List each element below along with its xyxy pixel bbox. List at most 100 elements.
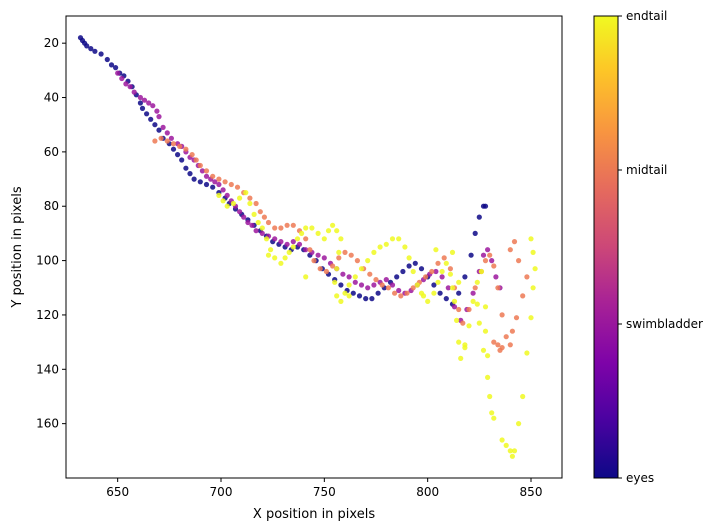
point-midtail-58 [487,252,493,258]
point-endtail-32 [342,290,348,296]
y-axis-ticks: 20 40 60 80 100 120 140 160 [36,36,66,431]
point-endtail-4 [237,195,243,201]
point-midtail-72 [516,258,522,264]
point-endtail-36 [365,258,371,264]
point-swimbladder-1 [119,75,125,82]
point-eyes-20 [156,127,162,133]
point-swimbladder-50 [358,282,365,288]
point-eyes-67 [431,282,437,288]
point-endtail-19 [303,225,309,231]
point-midtail-33 [342,249,348,255]
point-endtail-10 [263,236,270,242]
point-endtail-84 [476,320,482,326]
point-midtail-17 [253,200,259,207]
point-midtail-19 [261,214,267,220]
point-swimbladder-24 [216,181,222,188]
point-midtail-53 [460,320,466,326]
point-endtail-69 [491,415,497,421]
point-midtail-22 [278,225,284,231]
point-swimbladder-72 [489,258,495,264]
point-midtail-46 [423,274,429,280]
y-tick-label-0: 20 [44,36,59,50]
point-swimbladder-41 [303,247,309,253]
point-swimbladder-26 [224,192,230,198]
point-swimbladder-29 [237,209,243,215]
point-swimbladder-30 [241,214,247,220]
point-eyes-6 [98,51,104,57]
point-swimbladder-43 [315,252,321,258]
point-endtail-66 [485,374,491,380]
point-endtail-30 [334,293,340,299]
point-midtail-39 [379,282,385,288]
point-swimbladder-11 [160,124,166,130]
point-midtail-8 [197,162,203,169]
point-eyes-19 [152,122,158,128]
point-endtail-83 [480,347,487,353]
point-endtail-50 [439,268,445,275]
point-swimbladder-44 [321,255,327,261]
point-endtail-68 [489,410,495,416]
point-endtail-16 [290,244,296,250]
point-swimbladder-63 [439,274,445,280]
point-swimbladder-56 [396,287,402,294]
point-eyes-63 [406,263,412,269]
point-midtail-26 [303,236,309,242]
point-swimbladder-64 [445,285,451,291]
point-midtail-40 [385,285,391,291]
point-endtail-81 [530,249,536,255]
point-endtail-24 [330,222,336,228]
point-swimbladder-37 [278,239,284,245]
point-midtail-47 [429,268,435,275]
point-endtail-39 [383,241,389,247]
point-midtail-34 [348,252,354,258]
point-eyes-62 [400,268,406,275]
point-endtail-56 [456,339,462,345]
point-swimbladder-51 [365,285,371,291]
point-swimbladder-71 [485,247,491,253]
x-axis-ticks: 650 700 750 800 850 [106,478,542,499]
point-endtail-57 [458,355,464,361]
point-eyes-75 [476,214,482,220]
point-endtail-20 [309,225,315,231]
point-endtail-49 [435,279,441,285]
point-swimbladder-21 [203,173,210,179]
point-midtail-4 [177,143,183,149]
point-endtail-62 [478,268,484,275]
point-endtail-42 [402,244,408,250]
point-endtail-67 [487,393,493,400]
point-midtail-2 [164,138,170,144]
point-midtail-63 [507,342,513,348]
point-midtail-70 [520,293,526,299]
point-eyes-72 [462,274,468,280]
point-eyes-68 [437,290,443,296]
point-endtail-29 [332,279,338,285]
point-endtail-17 [294,236,301,242]
point-midtail-14 [234,184,241,190]
point-swimbladder-70 [480,252,487,258]
point-endtail-31 [338,298,344,304]
point-eyes-5 [92,48,98,54]
point-eyes-28 [191,176,197,182]
y-tick-label-1: 40 [44,91,59,105]
x-tick-label-4: 850 [520,485,543,499]
point-endtail-25 [334,228,340,234]
x-tick-label-1: 700 [210,485,233,499]
y-tick-label-2: 60 [44,145,59,159]
point-midtail-52 [456,306,462,313]
point-midtail-67 [497,347,503,353]
point-swimbladder-6 [141,97,148,103]
point-endtail-78 [528,315,534,321]
point-eyes-7 [104,56,110,63]
point-endtail-60 [470,298,476,304]
point-midtail-30 [323,268,329,275]
point-midtail-3 [170,141,177,147]
point-midtail-44 [410,285,416,291]
point-swimbladder-23 [212,179,218,185]
point-swimbladder-7 [146,100,152,106]
point-endtail-77 [524,350,530,356]
point-eyes-27 [187,171,193,177]
point-swimbladder-48 [346,274,352,280]
point-swimbladder-25 [220,187,226,193]
point-endtail-79 [530,285,536,291]
